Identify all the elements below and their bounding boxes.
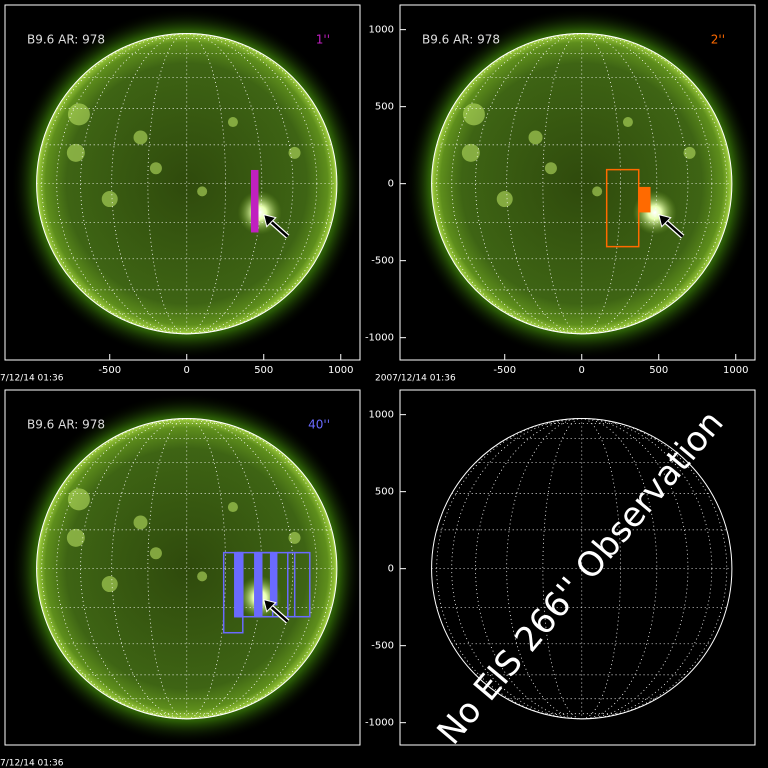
bright-point: [462, 103, 485, 126]
frame: [399, 4, 756, 361]
bright-point: [544, 162, 557, 175]
meridian: [436, 33, 728, 335]
region-label: B9.6 AR: 978: [27, 33, 105, 47]
bright-point: [67, 488, 90, 511]
bright-point: [66, 528, 85, 547]
frame: [4, 389, 361, 746]
x-tick-label: 0: [184, 365, 190, 376]
eis-raster: [287, 551, 311, 618]
x-tick-label: 0: [579, 365, 585, 376]
y-tick-label: 0: [388, 564, 394, 575]
arrow-head: [263, 598, 277, 613]
eis-raster: [605, 168, 640, 248]
arrow-head: [263, 213, 277, 228]
bright-point: [197, 186, 208, 197]
limb: [431, 417, 733, 720]
bright-point: [149, 162, 162, 175]
meridian: [111, 33, 263, 335]
x-tick-label: 500: [649, 365, 668, 376]
bright-point: [67, 103, 90, 126]
bright-point: [288, 531, 301, 544]
slit-label: 40'': [308, 418, 330, 432]
bright-point: [227, 117, 238, 128]
frame: [399, 389, 756, 746]
limb: [431, 32, 733, 335]
frame: [4, 4, 361, 361]
arrow: [663, 219, 684, 238]
solar-disk: [431, 33, 732, 334]
solar-disk: [36, 33, 337, 334]
bright-point: [133, 515, 148, 530]
panel: B9.6 AR: 978 40'' 7/12/14 01:36: [0, 389, 363, 768]
region-label: B9.6 AR: 978: [27, 418, 105, 432]
bright-point: [622, 117, 633, 128]
bright-point: [528, 130, 543, 145]
region-label: B9.6 AR: 978: [422, 33, 500, 47]
eis-raster: [269, 551, 278, 606]
x-tick-label: -500: [98, 365, 121, 376]
bright-point: [101, 191, 118, 208]
limb: [36, 32, 338, 335]
meridian: [506, 418, 658, 720]
timestamp: 2007/12/14 01:36: [375, 374, 456, 384]
y-tick-label: 1000: [369, 25, 394, 36]
panel: -500 0 500 1000 -1000 -500 0 500 1000 B9.6 AR: 97…: [365, 4, 758, 384]
y-tick-label: 0: [388, 179, 394, 190]
y-tick-label: -1000: [365, 333, 394, 344]
meridian: [41, 418, 333, 720]
bright-point: [592, 186, 603, 197]
x-tick-label: 1000: [328, 365, 353, 376]
y-tick-label: -500: [371, 256, 394, 267]
bright-point: [133, 130, 148, 145]
y-tick-label: 1000: [369, 410, 394, 421]
panel: -500 0 500 1000 B9.6 AR: 978 1'' 7/12/14 01:36: [0, 4, 363, 384]
solar-disk: [36, 418, 337, 719]
bright-point: [288, 146, 301, 159]
no-observation-message: No EIS 266'' Observation: [430, 403, 732, 752]
bright-point: [101, 576, 118, 593]
x-tick-label: -500: [493, 365, 516, 376]
eis-raster: [639, 186, 651, 213]
y-tick-label: 500: [375, 102, 394, 113]
eis-raster: [222, 551, 244, 634]
bright-point: [496, 191, 513, 208]
timestamp: 7/12/14 01:36: [0, 759, 64, 768]
bright-point: [227, 502, 238, 513]
bright-point: [461, 143, 480, 162]
x-tick-label: 1000: [723, 365, 748, 376]
slit-label: 2'': [711, 33, 725, 47]
limb: [36, 417, 338, 720]
meridian: [506, 33, 658, 335]
arrow-head: [658, 213, 672, 228]
timestamp: 7/12/14 01:36: [0, 374, 64, 384]
meridian: [436, 418, 728, 720]
bright-point: [683, 146, 696, 159]
y-tick-label: -1000: [365, 718, 394, 729]
arrow: [268, 604, 289, 623]
bright-point: [197, 571, 208, 582]
arrow: [268, 219, 289, 238]
y-tick-label: -500: [371, 641, 394, 652]
meridian: [41, 33, 333, 335]
eis-raster: [250, 169, 259, 233]
eis-raster: [254, 551, 263, 618]
bright-point: [66, 143, 85, 162]
bright-point: [149, 547, 162, 560]
slit-label: 1'': [316, 33, 330, 47]
y-tick-label: 500: [375, 487, 394, 498]
x-tick-label: 500: [254, 365, 273, 376]
eis-raster: [234, 551, 243, 618]
panel: -1000 -500 0 500 1000 No EIS 266'' Observatio…: [365, 389, 756, 752]
